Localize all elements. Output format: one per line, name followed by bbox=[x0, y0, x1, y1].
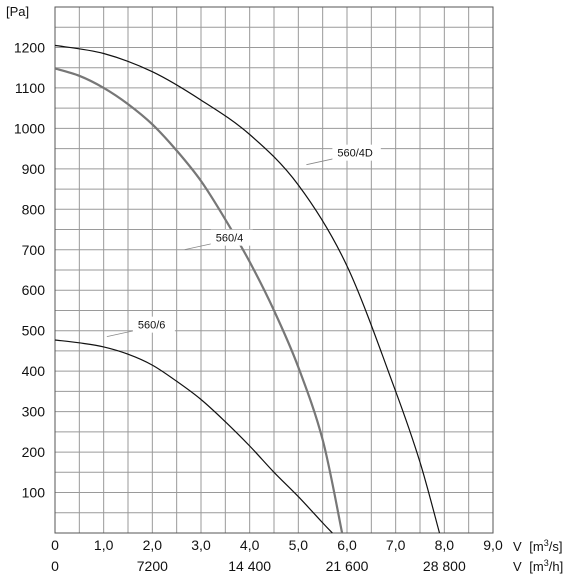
grid bbox=[54, 6, 494, 534]
x-tick-label-m3s: 8,0 bbox=[435, 537, 455, 553]
y-tick-label: 1000 bbox=[14, 120, 45, 136]
y-tick-label: 100 bbox=[22, 485, 46, 501]
x-tick-label-m3s: 3,0 bbox=[191, 537, 211, 553]
x-tick-label-m3h: 14 400 bbox=[228, 558, 271, 574]
y-tick-label: 400 bbox=[22, 363, 46, 379]
x-axis-unit-m3h: V [m3/h] bbox=[513, 558, 563, 574]
y-tick-label: 1200 bbox=[14, 39, 45, 55]
y-tick-label: 300 bbox=[22, 404, 46, 420]
curve-560-4d bbox=[54, 44, 441, 534]
x-axis-unit-m3s: V [m3/s] bbox=[513, 538, 563, 554]
x-axis-ticks-m3s: 0 1,0 2,0 3,0 4,0 5,0 6,0 7,0 8,0 9,0 bbox=[51, 537, 503, 553]
y-tick-label: 200 bbox=[22, 444, 46, 460]
x-tick-label-m3s: 7,0 bbox=[386, 537, 406, 553]
x-tick-label-m3h: 21 600 bbox=[326, 558, 369, 574]
label-backing bbox=[132, 316, 175, 333]
y-tick-label: 600 bbox=[22, 282, 46, 298]
x-tick-label-m3s: 5,0 bbox=[289, 537, 309, 553]
x-tick-label-m3h: 0 bbox=[51, 558, 59, 574]
y-tick-label: 500 bbox=[22, 323, 46, 339]
x-axis-ticks-m3h: 0 7200 14 400 21 600 28 800 bbox=[51, 558, 466, 574]
x-tick-label-m3s: 9,0 bbox=[483, 537, 503, 553]
x-tick-label-m3s: 6,0 bbox=[337, 537, 357, 553]
plot-frame bbox=[54, 6, 494, 534]
label-backing bbox=[210, 229, 253, 246]
curve-560-4 bbox=[54, 67, 344, 534]
curve-label-560-4: 560/4 bbox=[216, 233, 244, 245]
x-tick-label-m3s: 1,0 bbox=[94, 537, 114, 553]
curve-labels: 560/4D 560/4 560/6 bbox=[106, 144, 381, 338]
y-tick-label: 1100 bbox=[15, 80, 45, 96]
curve-560-6 bbox=[54, 339, 333, 534]
y-tick-label: 700 bbox=[22, 242, 46, 258]
y-tick-label: 900 bbox=[22, 161, 46, 177]
x-tick-label-m3s: 4,0 bbox=[240, 537, 260, 553]
curves bbox=[54, 44, 441, 534]
y-tick-label: 800 bbox=[22, 201, 46, 217]
x-tick-label-m3h: 28 800 bbox=[423, 558, 466, 574]
curve-label-560-4d: 560/4D bbox=[337, 148, 373, 160]
x-tick-label-m3h: 7200 bbox=[137, 558, 168, 574]
curve-label-560-6: 560/6 bbox=[138, 320, 166, 332]
y-axis-ticks: 100 200 300 400 500 600 700 800 900 1000 1100 1200 bbox=[14, 39, 45, 500]
x-tick-label-m3s: 0 bbox=[51, 537, 59, 553]
label-backing bbox=[332, 144, 381, 161]
x-tick-label-m3s: 2,0 bbox=[143, 537, 163, 553]
y-axis-unit: [Pa] bbox=[6, 4, 29, 19]
